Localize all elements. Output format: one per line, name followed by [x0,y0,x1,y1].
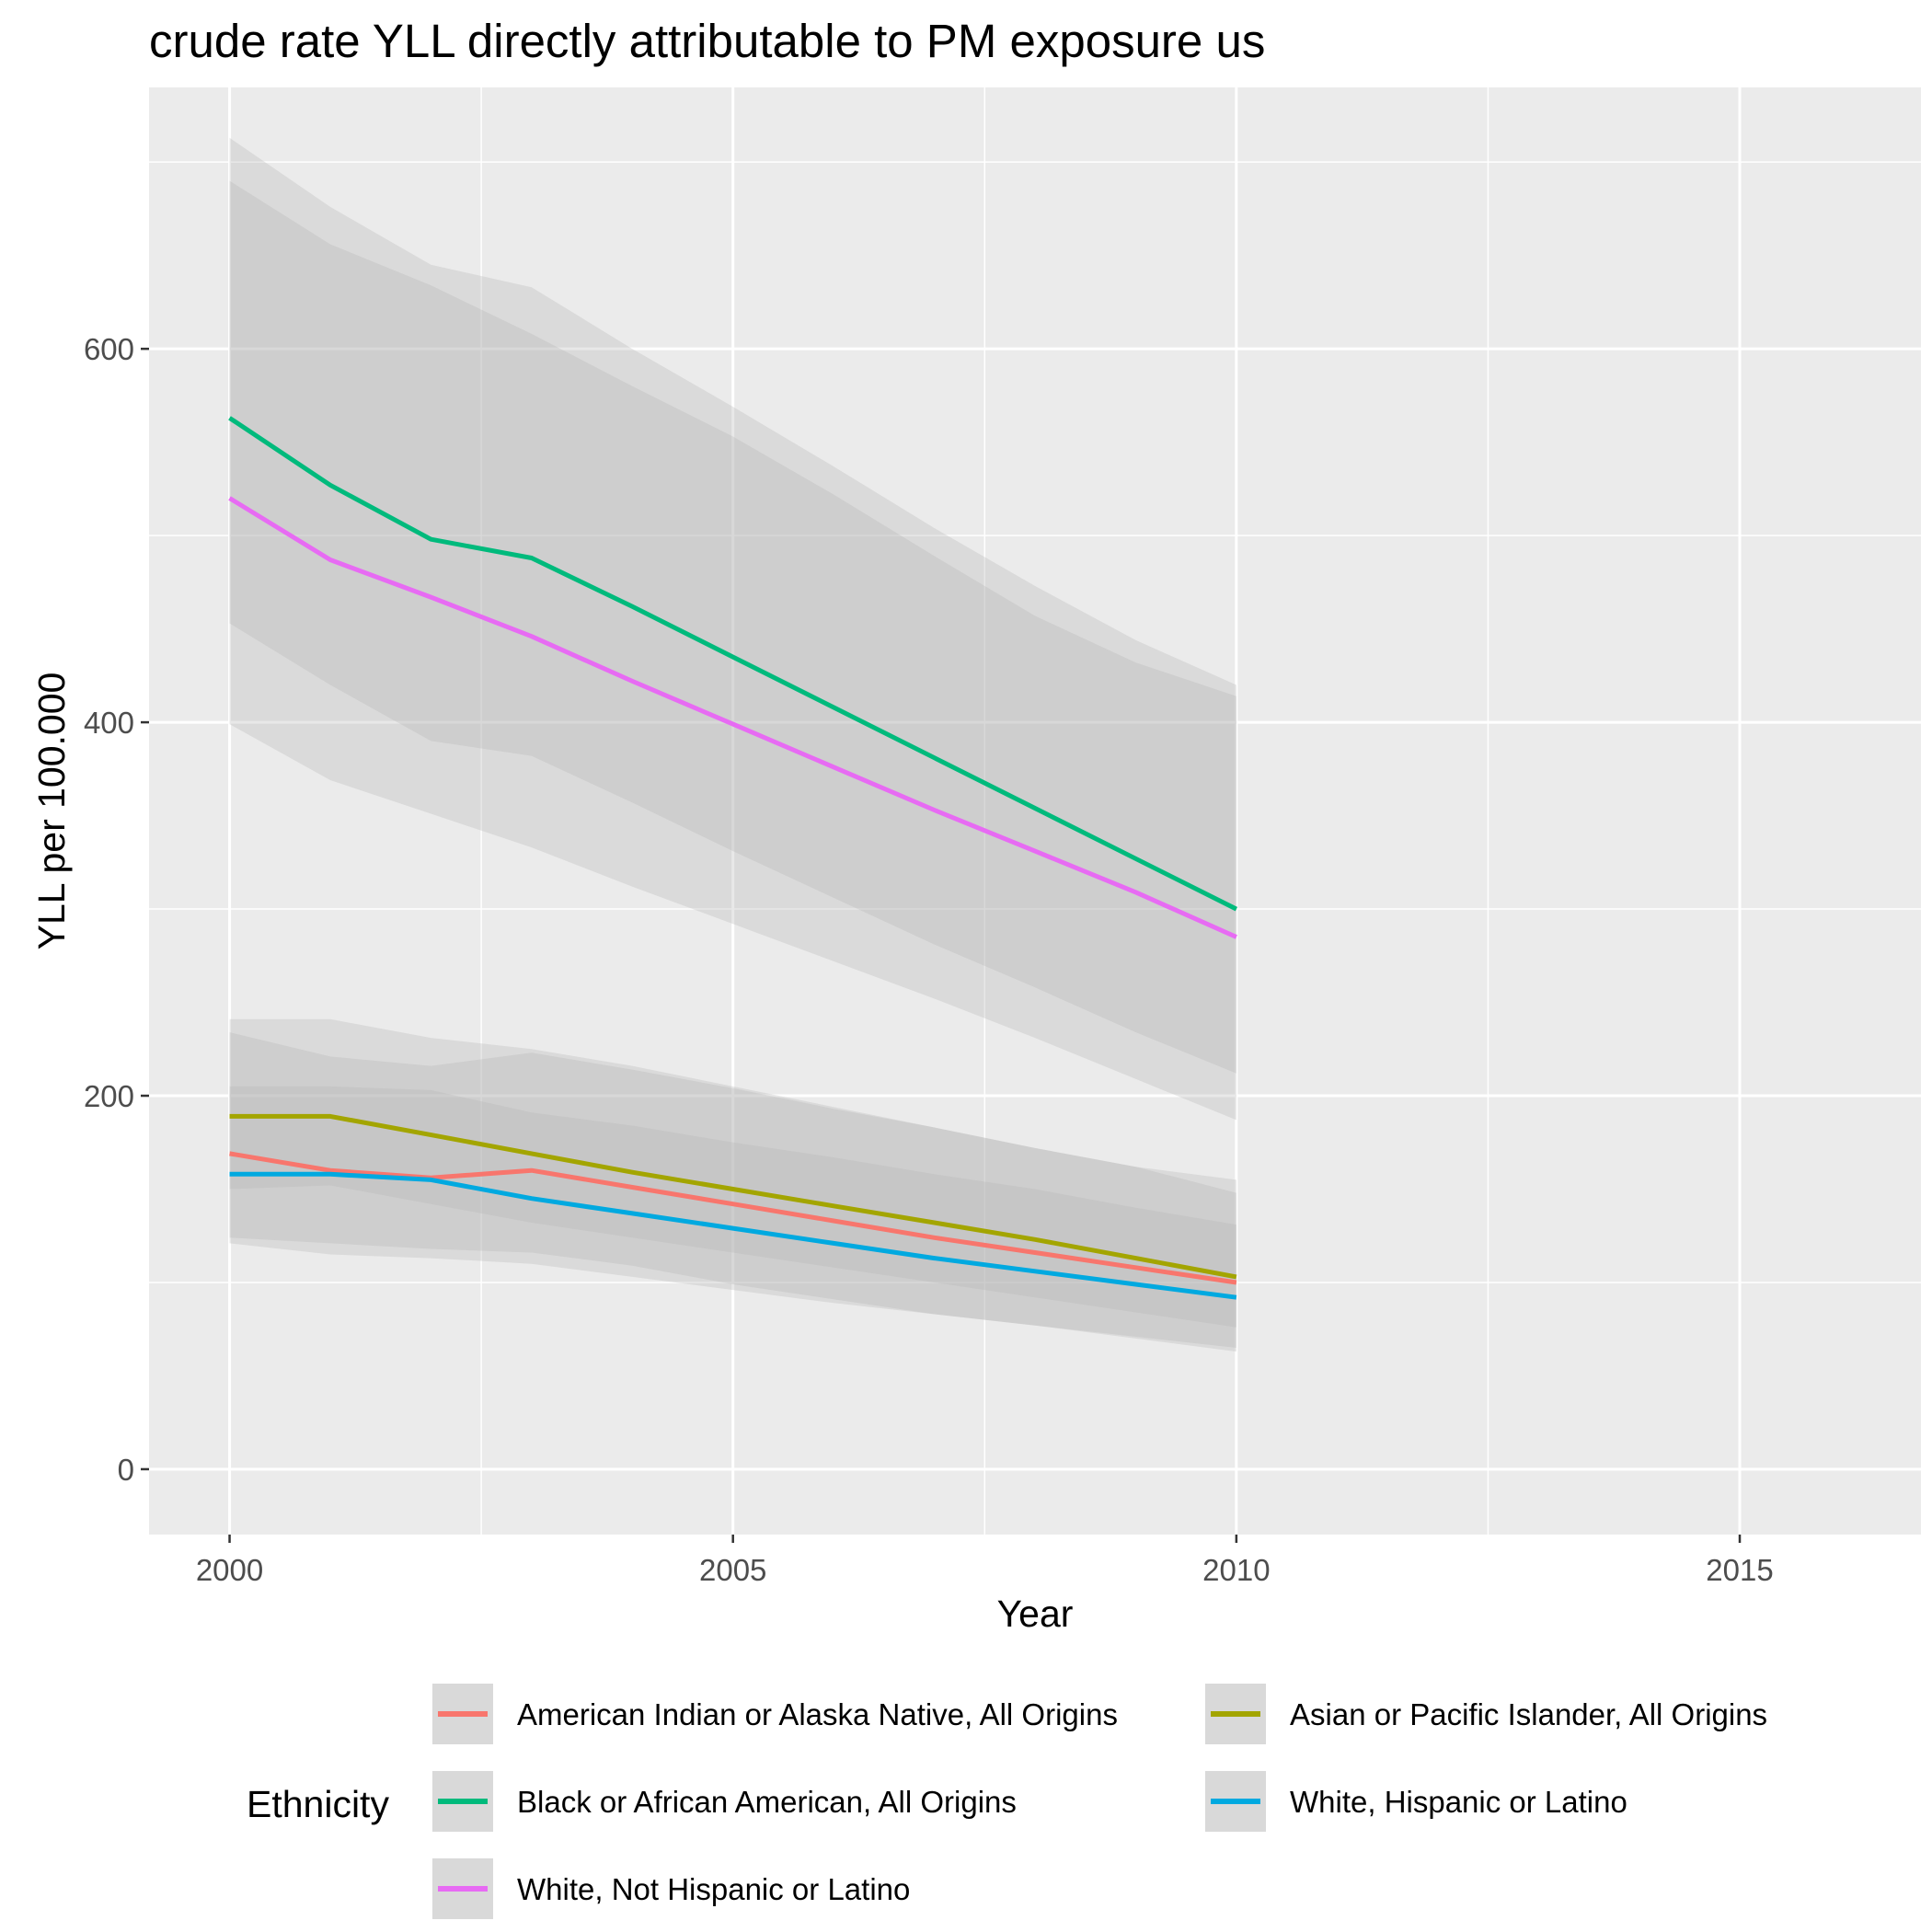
x-tick-label: 2010 [1202,1553,1270,1587]
y-tick-label: 0 [118,1453,134,1487]
axes: 0 200 400 600 2000 2005 2010 2015 [84,332,1774,1587]
x-tick-label: 2000 [196,1553,263,1587]
ribbon-band [229,1086,1236,1352]
series-line [229,1171,1237,1300]
series-line [228,416,1238,912]
legend-label: White, Not Hispanic or Latino [517,1872,910,1906]
x-tick-label: 2015 [1706,1553,1773,1587]
y-tick-label: 400 [84,706,134,740]
ribbon-band [229,137,1236,1121]
legend-label: White, Hispanic or Latino [1290,1785,1627,1819]
y-tick-label: 200 [84,1079,134,1113]
chart-title: crude rate YLL directly attributable to … [149,15,1265,67]
series-line [229,1113,1237,1280]
ribbon-band [229,1032,1236,1328]
series-lines [228,416,1238,1300]
ribbon-band [229,180,1236,1074]
legend-title: Ethnicity [247,1783,389,1825]
plot-panel [149,87,1921,1535]
legend: Ethnicity American Indian or Alaska Nati… [247,1682,1767,1921]
legend-label: American Indian or Alaska Native, All Or… [517,1697,1118,1731]
gridlines [149,87,1921,1535]
x-tick-label: 2005 [699,1553,766,1587]
y-axis-title: YLL per 100.000 [30,673,73,950]
legend-label: Black or African American, All Origins [517,1785,1017,1819]
x-axis-title: Year [997,1593,1074,1635]
legend-items: American Indian or Alaska Native, All Or… [431,1682,1767,1921]
series-line [228,496,1237,939]
y-tick-label: 600 [84,332,134,366]
legend-label: Asian or Pacific Islander, All Origins [1290,1697,1767,1731]
series-line [229,1151,1237,1285]
